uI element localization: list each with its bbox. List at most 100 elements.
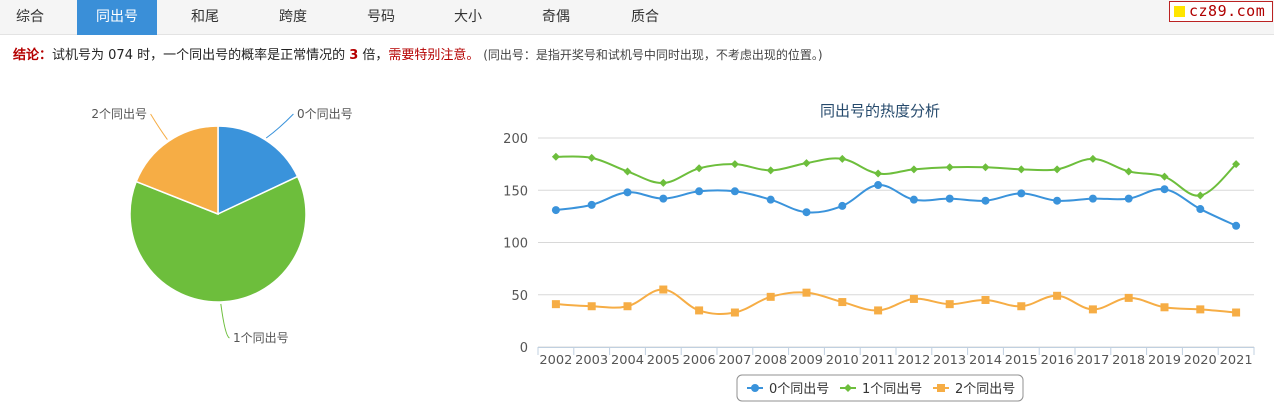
data-point[interactable] bbox=[909, 294, 918, 303]
data-point[interactable] bbox=[1017, 165, 1026, 174]
pie-slice[interactable] bbox=[217, 125, 299, 216]
data-point[interactable] bbox=[1160, 172, 1169, 181]
data-point[interactable] bbox=[730, 160, 739, 169]
data-point[interactable] bbox=[945, 163, 954, 172]
data-point[interactable] bbox=[1017, 302, 1026, 311]
data-point[interactable] bbox=[1053, 165, 1062, 174]
data-point[interactable] bbox=[730, 308, 739, 317]
data-point[interactable] bbox=[587, 153, 596, 162]
data-point[interactable] bbox=[695, 164, 704, 173]
data-point[interactable] bbox=[659, 285, 668, 294]
data-point[interactable] bbox=[623, 302, 632, 311]
data-point[interactable] bbox=[1053, 291, 1062, 300]
data-point[interactable] bbox=[1088, 194, 1097, 203]
tab-tongchuhao[interactable]: 同出号 bbox=[77, 0, 157, 35]
data-point[interactable] bbox=[1088, 305, 1097, 314]
data-point[interactable] bbox=[623, 188, 632, 197]
x-tick-label: 2017 bbox=[1076, 352, 1109, 367]
data-point[interactable] bbox=[981, 163, 990, 172]
data-point[interactable] bbox=[623, 167, 632, 176]
data-point[interactable] bbox=[1053, 196, 1062, 205]
data-point[interactable] bbox=[1017, 189, 1026, 198]
data-point[interactable] bbox=[909, 195, 918, 204]
y-tick-label: 200 bbox=[503, 132, 528, 147]
data-point[interactable] bbox=[981, 295, 990, 304]
data-point[interactable] bbox=[587, 200, 596, 209]
data-point[interactable] bbox=[659, 178, 668, 187]
pie-chart: 0个同出号 1个同出号 2个同出号 bbox=[91, 107, 353, 345]
chart-title: 同出号的热度分析 bbox=[820, 102, 940, 120]
data-point[interactable] bbox=[1196, 305, 1205, 314]
pie-slice-label: 2个同出号 bbox=[91, 107, 147, 121]
data-point[interactable] bbox=[838, 201, 847, 210]
data-point[interactable] bbox=[1232, 308, 1241, 317]
data-point[interactable] bbox=[981, 196, 990, 205]
data-point[interactable] bbox=[838, 154, 847, 163]
series-line bbox=[555, 184, 1237, 227]
data-point[interactable] bbox=[551, 300, 560, 309]
data-point[interactable] bbox=[659, 194, 668, 203]
tab-daxiao[interactable]: 大小 bbox=[454, 9, 482, 25]
legend-box bbox=[736, 374, 1024, 402]
data-point[interactable] bbox=[1088, 154, 1097, 163]
data-point[interactable] bbox=[1196, 191, 1205, 200]
data-point[interactable] bbox=[695, 187, 704, 196]
data-point[interactable] bbox=[874, 169, 883, 178]
data-point[interactable] bbox=[945, 300, 954, 309]
y-tick-label: 100 bbox=[503, 237, 528, 252]
data-point[interactable] bbox=[1160, 303, 1169, 312]
data-point[interactable] bbox=[945, 194, 954, 203]
y-tick-label: 150 bbox=[503, 184, 528, 199]
pie-slice-label: 1个同出号 bbox=[233, 331, 289, 345]
data-point[interactable] bbox=[838, 298, 847, 307]
y-tick-label: 50 bbox=[511, 289, 528, 304]
tab-kuadu[interactable]: 跨度 bbox=[279, 9, 307, 25]
data-point[interactable] bbox=[766, 166, 775, 175]
data-point[interactable] bbox=[802, 208, 811, 217]
data-point[interactable] bbox=[802, 288, 811, 297]
line-chart: 同出号的热度分析 0 50 100 150 200 2002 2003 2004 2005 2006… bbox=[503, 102, 1255, 402]
pie-slice[interactable] bbox=[135, 125, 219, 216]
data-point[interactable] bbox=[551, 152, 560, 161]
data-point[interactable] bbox=[1196, 205, 1205, 214]
conclusion-text: 试机号为 074 时，一个同出号的概率是正常情况的 bbox=[52, 48, 350, 63]
x-tick-label: 2021 bbox=[1220, 352, 1253, 367]
tab-jiou[interactable]: 奇偶 bbox=[542, 9, 570, 25]
tab-hewei[interactable]: 和尾 bbox=[191, 9, 219, 25]
data-point[interactable] bbox=[1160, 185, 1169, 194]
x-tick-label: 2004 bbox=[611, 352, 644, 367]
logo-square-icon bbox=[1174, 6, 1185, 17]
data-point[interactable] bbox=[874, 306, 883, 315]
tab-zonghe[interactable]: 综合 bbox=[16, 9, 44, 25]
x-tick-label: 2012 bbox=[897, 352, 930, 367]
data-point[interactable] bbox=[874, 181, 883, 190]
x-tick-label: 2018 bbox=[1112, 352, 1145, 367]
data-point[interactable] bbox=[1232, 160, 1241, 169]
data-point[interactable] bbox=[551, 206, 560, 215]
data-point[interactable] bbox=[909, 165, 918, 174]
data-point[interactable] bbox=[766, 292, 775, 301]
data-point[interactable] bbox=[802, 159, 811, 168]
pie-slice[interactable] bbox=[129, 175, 307, 303]
data-point[interactable] bbox=[1124, 293, 1133, 302]
legend-item[interactable]: 1个同出号 bbox=[862, 382, 922, 397]
tab-zhihe[interactable]: 质合 bbox=[631, 9, 659, 25]
x-tick-label: 2020 bbox=[1184, 352, 1217, 367]
legend-marker bbox=[751, 384, 759, 392]
data-point[interactable] bbox=[1124, 167, 1133, 176]
conclusion-line: 结论：试机号为 074 时，一个同出号的概率是正常情况的 3 倍，需要特别注意。… bbox=[13, 45, 823, 65]
tab-haoma[interactable]: 号码 bbox=[367, 9, 395, 25]
pie-label-connector bbox=[265, 113, 294, 139]
site-logo[interactable]: cz89.com bbox=[1169, 1, 1273, 22]
data-point[interactable] bbox=[695, 306, 704, 315]
data-point[interactable] bbox=[1232, 221, 1241, 230]
data-point[interactable] bbox=[766, 195, 775, 204]
pie-slice-label: 0个同出号 bbox=[297, 107, 353, 121]
data-point[interactable] bbox=[587, 302, 596, 311]
tab-bar: 综合 同出号 和尾 跨度 号码 大小 奇偶 质合 bbox=[0, 0, 1274, 35]
legend-item[interactable]: 0个同出号 bbox=[769, 382, 829, 397]
data-point[interactable] bbox=[1124, 194, 1133, 203]
legend-item[interactable]: 2个同出号 bbox=[955, 382, 1015, 397]
data-point[interactable] bbox=[730, 187, 739, 196]
series-line bbox=[555, 288, 1237, 316]
